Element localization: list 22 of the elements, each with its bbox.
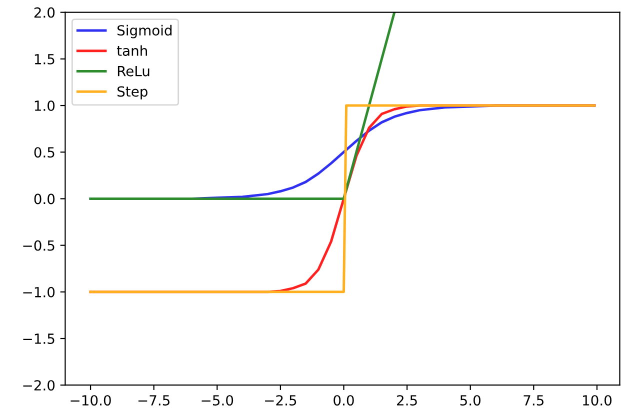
x-tick-label: −5.0 (202, 395, 234, 406)
y-tick-label: −1.5 (23, 334, 54, 344)
x-tick-label: 7.5 (524, 395, 544, 406)
y-tick-label: −1.0 (23, 286, 55, 298)
y-tick-label: 2.0 (34, 7, 55, 18)
x-tick-label: −7.5 (138, 395, 170, 406)
x-tick-label: −2.5 (265, 395, 296, 406)
legend-label: Step (118, 86, 148, 100)
legend-label: tanh (116, 45, 147, 56)
x-tick-label: 0.0 (334, 395, 354, 406)
x-tick-label: 10.0 (583, 395, 612, 406)
x-tick-label: −10.0 (70, 395, 111, 406)
y-tick-label: 1.0 (34, 100, 55, 111)
y-tick-label: 0.0 (34, 194, 55, 204)
legend-label: ReLu (118, 66, 150, 76)
y-tick-label: 1.5 (34, 54, 54, 64)
y-tick-label: −0.5 (23, 240, 54, 251)
x-tick-label: 2.5 (397, 395, 417, 406)
y-tick-label: −2.0 (23, 380, 55, 391)
x-tick-label: 5.0 (460, 395, 480, 406)
legend-label: Sigmoid (118, 24, 172, 38)
y-tick-label: 0.5 (34, 147, 54, 158)
